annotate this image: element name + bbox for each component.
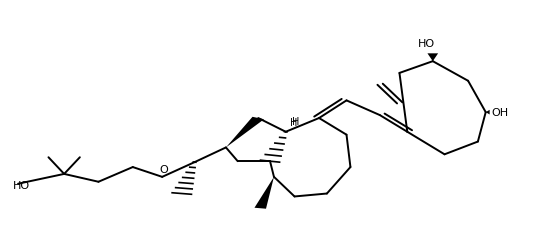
Text: H: H xyxy=(292,117,299,127)
Polygon shape xyxy=(226,117,264,147)
Text: HO: HO xyxy=(13,181,30,191)
Text: HO: HO xyxy=(418,39,435,49)
Polygon shape xyxy=(486,110,490,114)
Text: OH: OH xyxy=(492,108,509,118)
Text: O: O xyxy=(160,165,169,175)
Text: H: H xyxy=(290,118,298,128)
Polygon shape xyxy=(255,177,274,209)
Polygon shape xyxy=(428,53,438,61)
